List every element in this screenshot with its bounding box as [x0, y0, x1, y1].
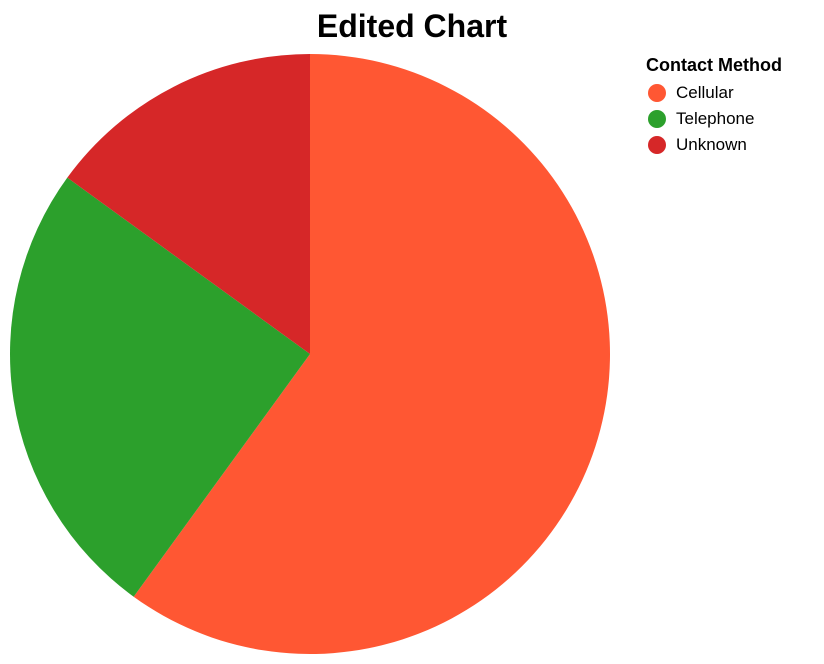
chart-title: Edited Chart: [316, 8, 508, 44]
legend-label-cellular: Cellular: [676, 83, 734, 102]
legend-swatch-unknown: [648, 136, 666, 154]
legend-title: Contact Method: [646, 55, 782, 75]
legend-swatch-telephone: [648, 110, 666, 128]
pie-slice-telephone: [9, 177, 310, 597]
legend-swatch-cellular: [648, 84, 666, 102]
legend-label-telephone: Telephone: [676, 109, 755, 128]
legend-items: Cellular Telephone Unknown: [646, 80, 822, 158]
legend-label-unknown: Unknown: [676, 135, 747, 154]
legend-item-cellular: Cellular: [646, 80, 822, 106]
pie-slice-cellular: [133, 54, 611, 655]
legend: Contact Method Cellular Telephone Unknown: [646, 52, 822, 158]
legend-item-unknown: Unknown: [646, 132, 822, 158]
pie-slice-unknown: [67, 54, 311, 354]
chart-title-wrapper: Edited Chart: [0, 4, 824, 48]
legend-item-telephone: Telephone: [646, 106, 822, 132]
